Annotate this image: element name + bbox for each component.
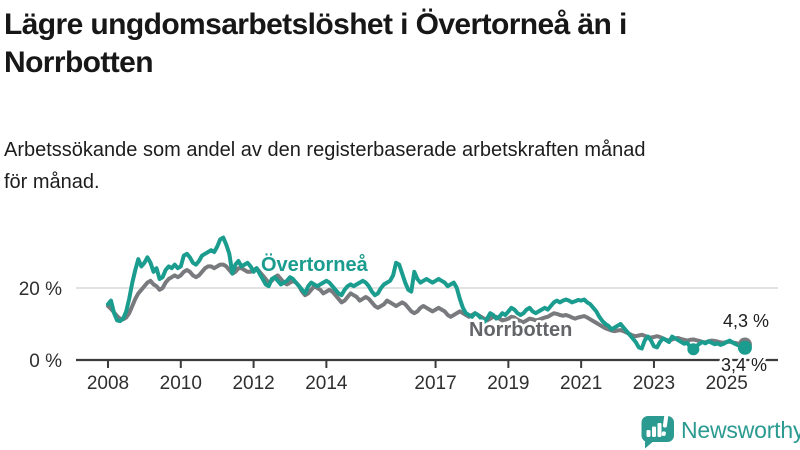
- page-title-line-2: Norrbotten: [4, 46, 154, 79]
- series-line-overtornea: [106, 235, 747, 352]
- page-title: Lägre ungdomsarbetslöshet i Övertorneå ä…: [4, 6, 627, 82]
- x-axis-label: 2021: [560, 373, 602, 394]
- chart-subtitle: Arbetssökande som andel av den registerb…: [4, 134, 646, 198]
- chart-subtitle-line-2: för månad.: [4, 171, 100, 193]
- x-axis-label: 2025: [706, 373, 748, 394]
- bar-3: [657, 423, 662, 437]
- x-axis-label: 2010: [160, 373, 202, 394]
- bar-chart-speech-bubble-icon: [641, 413, 674, 449]
- highlight-dot-overtornea: [687, 343, 700, 356]
- y-axis-label: 20 %: [19, 279, 62, 300]
- newsworthy-logo-text: Newsworthy: [681, 416, 800, 443]
- newsworthy-logo: Newsworthy: [638, 410, 800, 450]
- exclamation-mark: [661, 413, 669, 436]
- unemployment-line-chart: 20 % 0 % 2008 2010 2012 2014 2017 2019 2021 2023 2…: [19, 235, 778, 394]
- x-axis-label: 2012: [232, 373, 274, 394]
- x-axis-label: 2008: [87, 373, 129, 394]
- bar-2: [652, 426, 656, 437]
- speech-bubble-tail: [645, 437, 656, 449]
- series-label-norrbotten: Norrbotten: [469, 319, 572, 341]
- series-line-norrbotten: [106, 262, 747, 347]
- x-axis-label: 2023: [633, 373, 675, 394]
- chart-subtitle-line-1: Arbetssökande som andel av den registerb…: [4, 139, 646, 161]
- x-axis-label: 2017: [414, 373, 456, 394]
- bar-1: [646, 430, 651, 437]
- x-axis-label: 2019: [487, 373, 529, 394]
- end-value-label-norrbotten: 4,3 %: [723, 311, 769, 331]
- x-axis-label: 2014: [305, 373, 348, 394]
- series-label-overtornea: Övertorneå: [261, 253, 369, 276]
- page-title-line-1: Lägre ungdomsarbetslöshet i Övertorneå ä…: [4, 8, 627, 41]
- y-axis-label: 0 %: [29, 351, 62, 372]
- end-dot-overtornea: [737, 340, 752, 355]
- end-value-label-overtornea: 3,4 %: [721, 355, 767, 375]
